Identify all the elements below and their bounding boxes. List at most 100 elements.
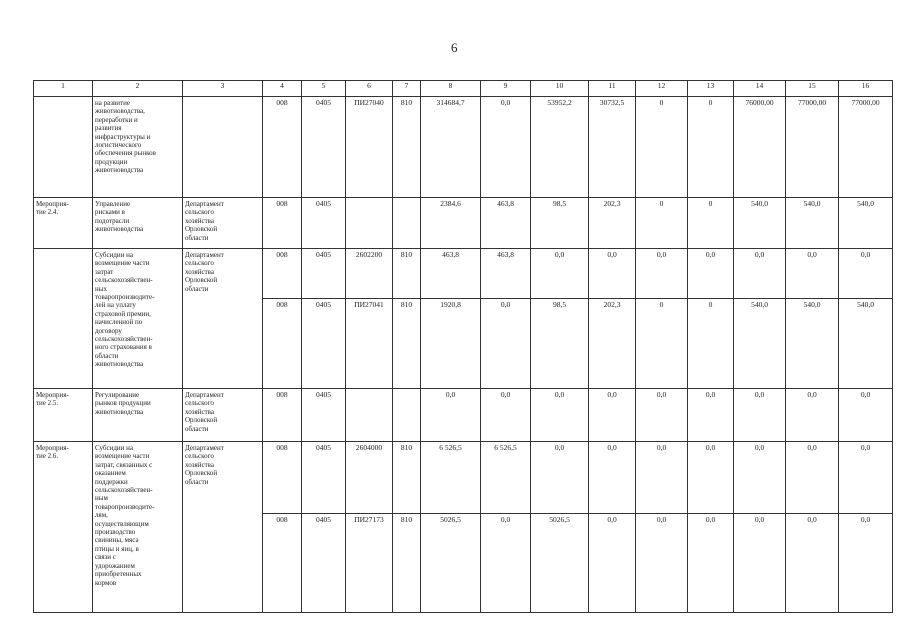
value-cell-col-14: 76000,00 bbox=[733, 96, 786, 198]
value-cell-col-6 bbox=[345, 388, 393, 442]
value-cell-col-11: 0,0 bbox=[588, 513, 636, 613]
table-row: 008 0405 ПИ27173 810 5026,5 0,0 5026,5 0,0 0,0 0,… bbox=[34, 513, 893, 613]
value-cell-col-7: 810 bbox=[392, 96, 421, 198]
value-cell-col-12: 0,0 bbox=[635, 388, 688, 442]
value-cell-col-5: 0405 bbox=[301, 298, 346, 389]
column-header: 1 bbox=[33, 80, 93, 97]
value-cell-col-12: 0,0 bbox=[635, 441, 688, 514]
value-cell-col-7 bbox=[392, 197, 421, 249]
value-cell-col-16: 0,0 bbox=[838, 513, 893, 613]
value-cell-col-10: 0,0 bbox=[530, 248, 589, 299]
value-cell-col-10: 98,5 bbox=[530, 298, 589, 389]
measure-description-cell: на развитие животноводства, переработки … bbox=[92, 96, 183, 198]
value-cell-col-13: 0 bbox=[687, 298, 734, 389]
value-cell-col-4: 008 bbox=[262, 513, 302, 613]
table-row: Субсидии на возмещение части затрат сель… bbox=[33, 248, 893, 389]
value-cell-col-6: 2602200 bbox=[345, 248, 393, 299]
column-header: 9 bbox=[480, 80, 531, 97]
column-header: 2 bbox=[92, 80, 183, 97]
measure-description-cell: Субсидии на возмещение части затрат, свя… bbox=[92, 441, 183, 613]
value-cell-col-15: 77000,00 bbox=[785, 96, 839, 198]
value-cell-col-15: 0,0 bbox=[785, 388, 839, 442]
value-cell-col-4: 008 bbox=[262, 441, 302, 514]
table-row: Мероприя- тие 2.5. Регулирование рынков п… bbox=[33, 388, 893, 442]
header-row: 1 2 3 4 5 6 7 8 9 10 11 12 13 14 15 16 bbox=[33, 80, 893, 97]
column-header: 3 bbox=[182, 80, 263, 97]
column-header: 12 bbox=[635, 80, 688, 97]
value-cell-col-5: 0405 bbox=[301, 96, 346, 198]
budget-table: 1 2 3 4 5 6 7 8 9 10 11 12 13 14 15 16 н… bbox=[33, 80, 893, 613]
measure-number-cell: Мероприя- тие 2.6. bbox=[33, 441, 93, 613]
responsible-executor-cell: Департамент сельского хозяйства Орловско… bbox=[182, 197, 263, 249]
measure-number-cell bbox=[33, 248, 93, 389]
value-cell-col-14: 0,0 bbox=[733, 388, 786, 442]
value-cell-col-12: 0 bbox=[635, 298, 688, 389]
value-cell-col-9: 0,0 bbox=[480, 96, 531, 198]
value-cell-col-14: 0,0 bbox=[733, 248, 786, 299]
value-cell-col-5: 0405 bbox=[301, 513, 346, 613]
value-cell-col-5: 0405 bbox=[301, 441, 346, 514]
column-header: 8 bbox=[420, 80, 481, 97]
value-cell-col-10: 5026,5 bbox=[530, 513, 589, 613]
column-header: 14 bbox=[733, 80, 786, 97]
column-header: 10 bbox=[530, 80, 589, 97]
value-cell-col-5: 0405 bbox=[301, 248, 346, 299]
table-row: Мероприя- тие 2.6. Субсидии на возмещение… bbox=[33, 441, 893, 613]
responsible-executor-cell: Департамент сельского хозяйства Орловско… bbox=[182, 248, 263, 389]
value-cell-col-15: 540,0 bbox=[785, 298, 839, 389]
value-cell-col-7: 810 bbox=[392, 513, 421, 613]
value-cell-col-13: 0 bbox=[687, 96, 734, 198]
measure-number-cell: Мероприя- тие 2.5. bbox=[33, 388, 93, 442]
value-cell-col-16: 0,0 bbox=[838, 248, 893, 299]
column-header: 11 bbox=[588, 80, 636, 97]
responsible-executor-cell bbox=[182, 96, 263, 198]
value-cell-col-5: 0405 bbox=[301, 197, 346, 249]
value-cell-col-13: 0,0 bbox=[687, 513, 734, 613]
value-cell-col-6 bbox=[345, 197, 393, 249]
table-row: 008 0405 ПИ27041 810 1920,8 0,0 98,5 202,3 0 0 540… bbox=[34, 298, 893, 389]
column-header: 6 bbox=[345, 80, 393, 97]
value-cell-col-11: 0,0 bbox=[588, 388, 636, 442]
value-cell-col-6: 2604000 bbox=[345, 441, 393, 514]
value-cell-col-14: 540,0 bbox=[733, 298, 786, 389]
value-cell-col-15: 540,0 bbox=[785, 197, 839, 249]
value-cell-col-15: 0,0 bbox=[785, 441, 839, 514]
value-cell-col-11: 30732,5 bbox=[588, 96, 636, 198]
value-cell-col-4: 008 bbox=[262, 388, 302, 442]
value-cell-col-10: 0,0 bbox=[530, 388, 589, 442]
value-cell-col-14: 0,0 bbox=[733, 513, 786, 613]
value-cell-col-16: 0,0 bbox=[838, 388, 893, 442]
value-cell-col-7: 810 bbox=[392, 441, 421, 514]
responsible-executor-cell: Департамент сельского хозяйства Орловско… bbox=[182, 388, 263, 442]
value-cell-col-8: 5026,5 bbox=[420, 513, 481, 613]
value-cell-col-9: 463,8 bbox=[480, 248, 531, 299]
value-cell-col-12: 0 bbox=[635, 96, 688, 198]
value-cell-col-8: 2384,6 bbox=[420, 197, 481, 249]
value-cell-col-6: ПИ27040 bbox=[345, 96, 393, 198]
table-row: Мероприя- тие 2.4. Управление рисками в п… bbox=[33, 197, 893, 249]
measure-description-cell: Субсидии на возмещение части затрат сель… bbox=[92, 248, 183, 389]
value-cell-col-9: 0,0 bbox=[480, 513, 531, 613]
measure-description-cell: Регулирование рынков продукции животново… bbox=[92, 388, 183, 442]
value-cell-col-9: 0,0 bbox=[480, 388, 531, 442]
measure-number-cell bbox=[33, 96, 93, 198]
value-cell-col-4: 008 bbox=[262, 248, 302, 299]
value-cell-col-8: 1920,8 bbox=[420, 298, 481, 389]
column-header: 4 bbox=[262, 80, 302, 97]
value-cell-col-16: 540,0 bbox=[838, 298, 893, 389]
value-cell-col-13: 0,0 bbox=[687, 388, 734, 442]
value-cell-col-10: 0,0 bbox=[530, 441, 589, 514]
column-header: 7 bbox=[392, 80, 421, 97]
value-cell-col-9: 0,0 bbox=[480, 298, 531, 389]
value-cell-col-13: 0 bbox=[687, 197, 734, 249]
value-cell-col-4: 008 bbox=[262, 298, 302, 389]
value-cell-col-4: 008 bbox=[262, 96, 302, 198]
table-row: на развитие животноводства, переработки … bbox=[33, 96, 893, 198]
value-cell-col-14: 0,0 bbox=[733, 441, 786, 514]
value-cell-col-16: 540,0 bbox=[838, 197, 893, 249]
value-cell-col-12: 0,0 bbox=[635, 248, 688, 299]
value-cell-col-15: 0,0 bbox=[785, 513, 839, 613]
value-cell-col-14: 540,0 bbox=[733, 197, 786, 249]
value-cell-col-8: 314684,7 bbox=[420, 96, 481, 198]
